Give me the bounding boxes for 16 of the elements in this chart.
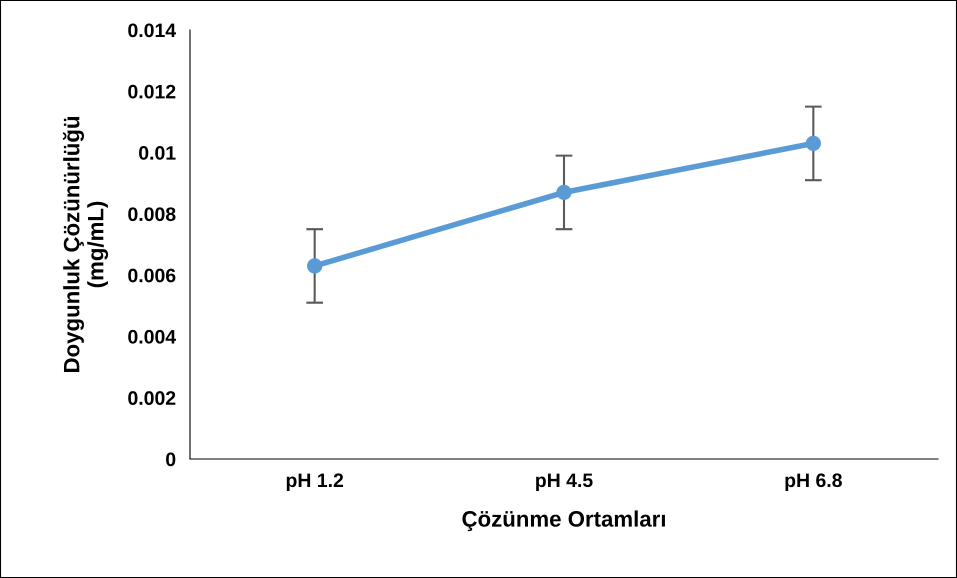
y-tick-label: 0.014 bbox=[128, 23, 176, 38]
point bbox=[806, 136, 821, 152]
x-tick-label: pH 6.8 bbox=[785, 473, 842, 492]
y-tick-label: 0.006 bbox=[128, 268, 176, 282]
x-axis-title: Çözünme Ortamları bbox=[462, 510, 665, 532]
y-axis-title: Doygunluk Çözünürlüğü (mg/mL) bbox=[62, 116, 108, 372]
y-tick-label: 0.012 bbox=[128, 84, 176, 99]
y-tick-label: 0.004 bbox=[128, 330, 176, 344]
y-tick-label: 0.01 bbox=[139, 146, 176, 160]
y-tick-label: 0.008 bbox=[128, 207, 176, 222]
x-tick-label: pH 1.2 bbox=[286, 473, 344, 492]
x-tick-label: pH 4.5 bbox=[536, 474, 593, 492]
y-tick-label: 0 bbox=[166, 452, 176, 466]
point bbox=[556, 184, 572, 200]
y-tick-label: 0.002 bbox=[128, 391, 176, 405]
point bbox=[307, 258, 322, 274]
